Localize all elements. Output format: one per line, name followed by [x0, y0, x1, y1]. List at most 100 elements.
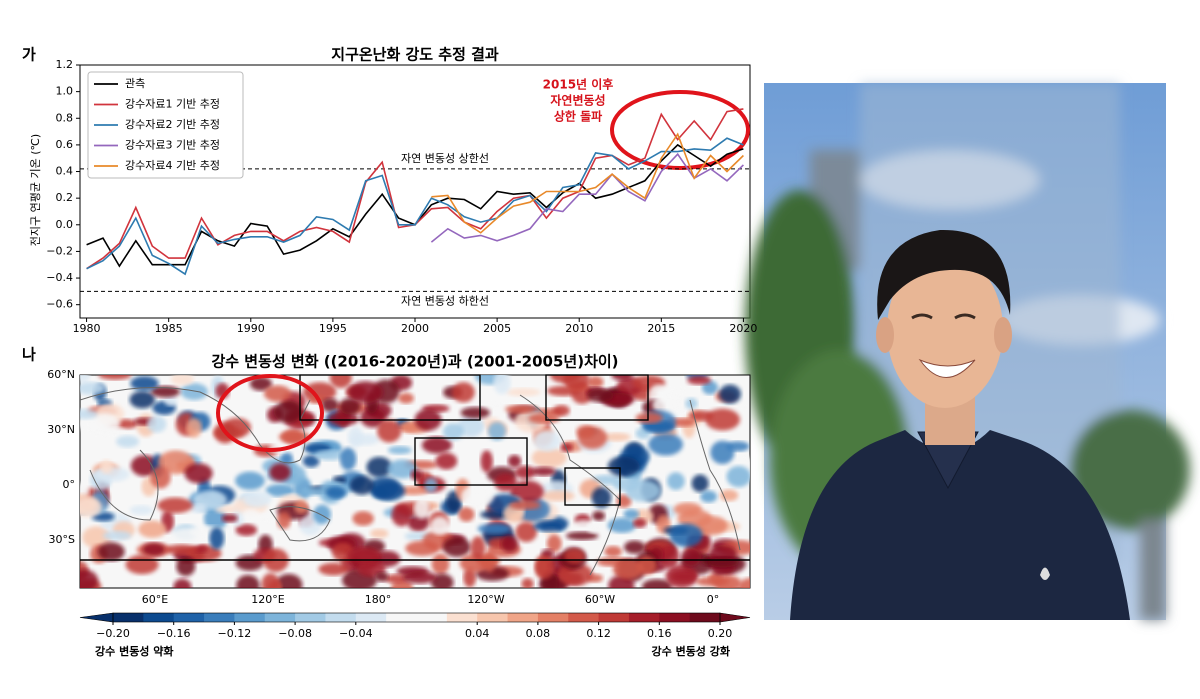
colorbar-tick-label: 0.12: [586, 627, 611, 640]
map-field: [189, 503, 207, 514]
lon-label: 0°: [707, 593, 720, 606]
map-field: [710, 440, 735, 465]
map-field: [611, 375, 634, 381]
map-field: [180, 383, 209, 401]
map-field: [348, 381, 384, 404]
map-field: [587, 521, 601, 534]
map-field: [635, 412, 663, 424]
reference-label: 자연 변동성 상한선: [401, 152, 489, 165]
x-tick-label: 1995: [319, 322, 347, 335]
map-field: [328, 411, 359, 426]
map-field: [604, 545, 622, 558]
map-field: [366, 456, 393, 478]
colorbar-tick-label: 0.04: [465, 627, 490, 640]
annotation: 자연변동성: [550, 93, 605, 108]
map-field: [235, 471, 265, 490]
map-field: [391, 503, 412, 527]
map-field: [80, 381, 105, 395]
y-tick-label: −0.6: [46, 298, 73, 311]
map-field: [360, 407, 386, 428]
map-field: [243, 491, 272, 508]
map-field: [563, 375, 590, 391]
map-field: [249, 376, 273, 391]
map-field: [349, 475, 374, 495]
map-field: [515, 521, 538, 543]
colorbar-extend: [719, 612, 751, 623]
map-field: [138, 520, 167, 538]
colorbar-bin: [234, 613, 266, 622]
colorbar-bin: [416, 613, 448, 622]
map-field: [80, 569, 99, 588]
map-field: [258, 513, 271, 524]
colorbar-bin: [355, 613, 387, 622]
map-field: [670, 570, 698, 583]
map-field: [688, 410, 714, 422]
map-field: [314, 449, 346, 461]
map-field: [90, 413, 121, 436]
map-field: [463, 567, 477, 588]
map-field: [80, 375, 90, 383]
map-field: [457, 415, 485, 438]
map-field: [505, 404, 537, 414]
map-field: [261, 573, 280, 588]
map-field: [346, 546, 382, 565]
map-field: [98, 375, 132, 380]
map-field: [669, 523, 703, 547]
map-field: [413, 497, 430, 519]
lon-label: 60°W: [585, 593, 615, 606]
map-field: [531, 466, 556, 476]
lon-label: 180°: [365, 593, 392, 606]
colorbar-bin: [507, 613, 539, 622]
map-field: [170, 375, 194, 386]
colorbar-bin: [264, 613, 296, 622]
map-field: [97, 542, 125, 562]
annotation: 상한 돌파: [554, 109, 602, 124]
map-field: [339, 398, 361, 415]
map-field: [514, 465, 536, 479]
map-field: [652, 395, 685, 415]
map-field: [273, 400, 303, 424]
map-field: [533, 430, 561, 452]
map-field: [541, 490, 575, 502]
map-field: [623, 509, 640, 520]
x-tick-label: 2005: [483, 322, 511, 335]
chart-title: 지구온난화 강도 추정 결과: [331, 46, 499, 64]
map-field: [726, 465, 750, 488]
y-tick-label: 0.8: [56, 111, 74, 124]
map-field: [370, 528, 389, 539]
map-field: [459, 553, 490, 573]
x-tick-label: 2015: [647, 322, 675, 335]
map-field: [521, 578, 534, 588]
map-field: [265, 484, 295, 497]
series-line: [86, 137, 744, 276]
photo: [745, 83, 1190, 620]
panel-label: 나: [22, 346, 36, 364]
map-field: [648, 433, 683, 456]
map-field: [339, 447, 357, 471]
map-field: [611, 476, 641, 491]
map-field: [552, 404, 570, 417]
map-field: [387, 446, 412, 455]
map-field: [276, 511, 291, 530]
colorbar-bin: [446, 613, 478, 622]
map-field: [635, 427, 651, 440]
map-field: [592, 510, 606, 521]
map-field: [719, 489, 739, 502]
map-field: [221, 514, 238, 523]
map-field: [321, 398, 339, 412]
x-tick-label: 2020: [729, 322, 757, 335]
lat-label: 30°S: [49, 533, 75, 546]
colorbar-right-label: 강수 변동성 강화: [652, 644, 731, 658]
map-field: [100, 459, 113, 474]
x-tick-label: 2000: [401, 322, 429, 335]
map-field: [695, 576, 730, 587]
map-field: [421, 436, 452, 454]
map-field: [302, 454, 320, 468]
map-field: [377, 419, 402, 443]
colorbar-bin: [386, 613, 417, 622]
map-field: [347, 426, 364, 448]
map-field: [673, 502, 702, 516]
map-field: [642, 420, 676, 433]
map-field: [209, 527, 225, 550]
colorbar-tick-label: 0.20: [708, 627, 733, 640]
